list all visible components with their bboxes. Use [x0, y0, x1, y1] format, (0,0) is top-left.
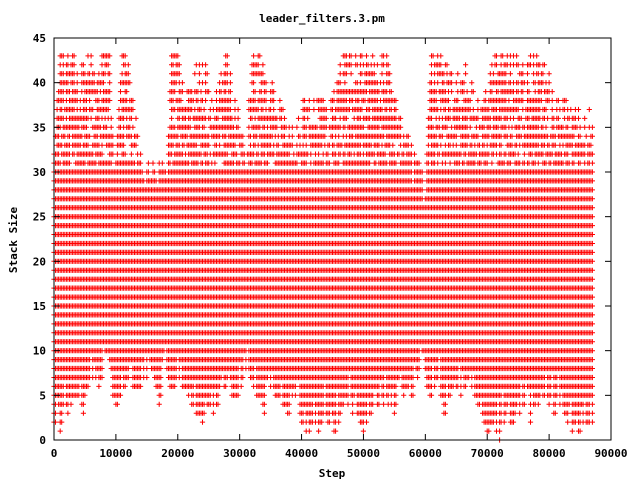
y-tick-label: 10 [33, 345, 46, 358]
y-tick-label: 0 [39, 434, 46, 447]
plot-frame [53, 37, 612, 441]
chart-title: leader_filters.3.pm [259, 12, 385, 25]
x-tick-label: 70000 [471, 447, 504, 460]
y-tick-label: 15 [33, 300, 46, 313]
x-tick-label: 0 [51, 447, 58, 460]
x-tick-label: 60000 [409, 447, 442, 460]
y-axis-label: Stack Size [7, 207, 20, 274]
x-tick-label: 40000 [285, 447, 318, 460]
x-tick-label: 20000 [161, 447, 194, 460]
x-axis: 0 10000 20000 30000 40000 50000 60000 70000 8000… [51, 38, 628, 460]
x-axis-label: Step [319, 467, 346, 480]
y-tick-label: 25 [33, 211, 46, 224]
y-tick-label: 30 [33, 166, 46, 179]
y-tick-label: 45 [33, 32, 46, 45]
y-tick-label: 20 [33, 255, 46, 268]
y-tick-label: 40 [33, 77, 46, 90]
y-tick-label: 5 [39, 389, 46, 402]
x-tick-label: 30000 [223, 447, 256, 460]
x-tick-label: 10000 [99, 447, 132, 460]
y-axis: 0 5 10 15 20 25 30 35 40 45 [33, 32, 611, 447]
y-tick-label: 35 [33, 121, 46, 134]
x-tick-label: 50000 [347, 447, 380, 460]
x-tick-label: 90000 [594, 447, 627, 460]
x-tick-label: 80000 [533, 447, 566, 460]
